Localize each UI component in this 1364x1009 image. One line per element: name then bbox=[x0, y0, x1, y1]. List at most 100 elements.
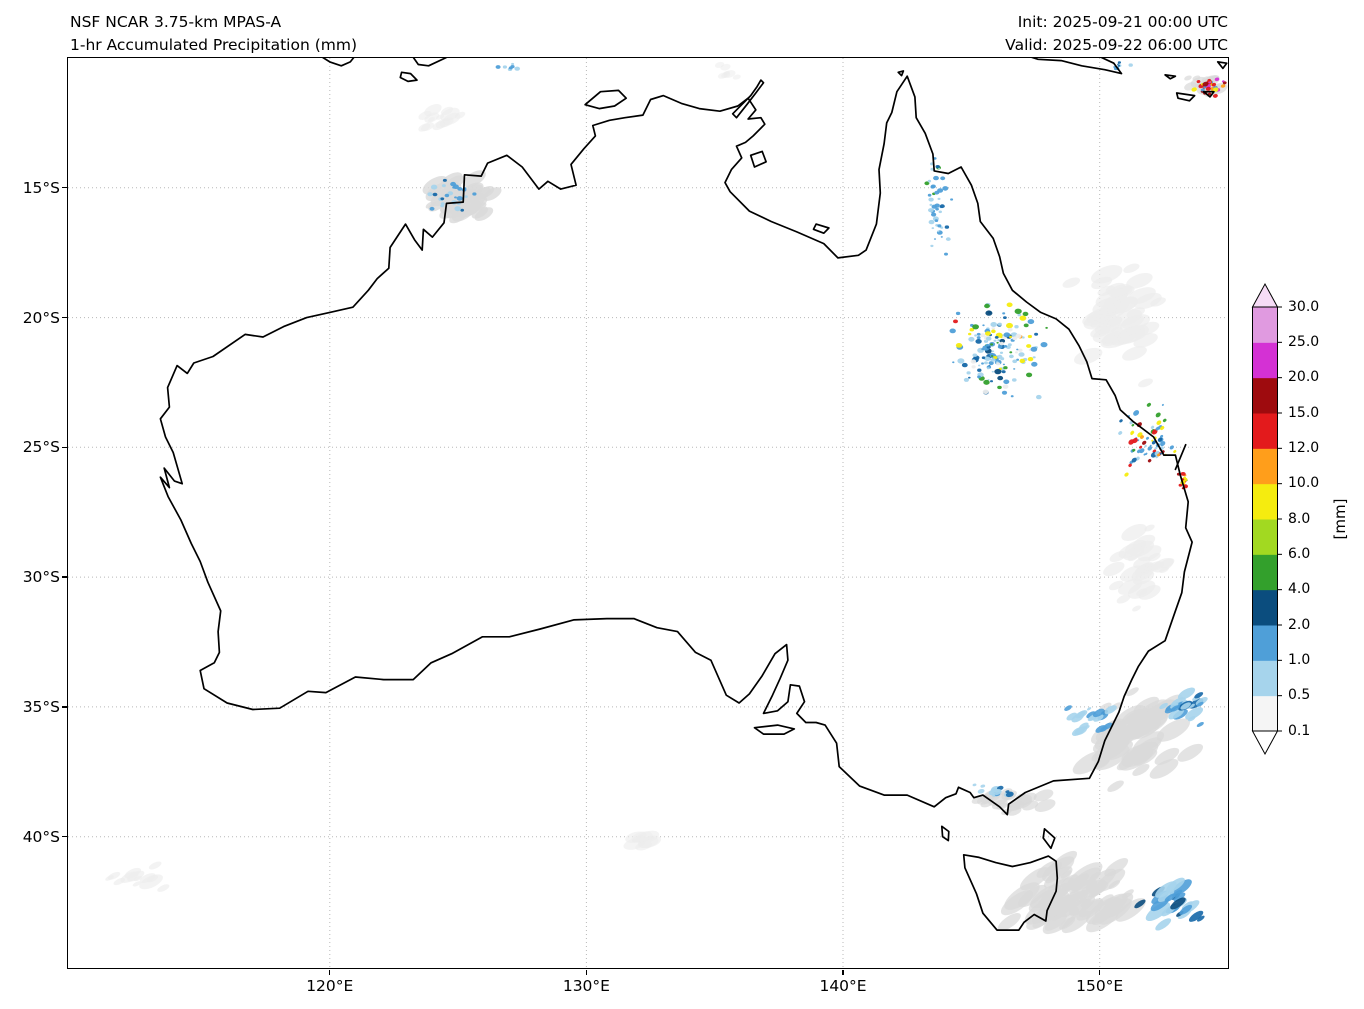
colorbar-segment bbox=[1252, 625, 1278, 661]
precip-cell bbox=[1133, 556, 1151, 569]
colorbar-tick-label: 1.0 bbox=[1288, 651, 1311, 668]
precip-cell bbox=[945, 237, 951, 241]
precip-cell bbox=[990, 322, 997, 327]
model-title: NSF NCAR 3.75-km MPAS-A bbox=[70, 13, 282, 31]
y-tick-mark bbox=[62, 576, 67, 578]
precip-cell bbox=[1105, 740, 1134, 761]
precip-cell bbox=[1118, 578, 1143, 595]
precip-cell bbox=[1095, 868, 1126, 892]
precip-cell bbox=[1126, 272, 1153, 289]
precip-cell bbox=[961, 362, 968, 368]
precip-cell bbox=[994, 336, 999, 339]
colorbar-segment bbox=[1252, 413, 1278, 449]
y-tick-mark bbox=[62, 316, 67, 319]
precip-cell bbox=[1173, 450, 1177, 453]
colorbar-segment bbox=[1252, 589, 1278, 626]
precip-cell bbox=[1109, 297, 1138, 314]
precip-cell bbox=[1122, 746, 1150, 765]
precip-cell bbox=[1027, 357, 1034, 362]
precip-cell bbox=[993, 339, 997, 342]
precip-cell bbox=[1149, 758, 1179, 779]
precip-cell bbox=[1032, 356, 1036, 359]
precip-cell bbox=[933, 175, 939, 181]
precip-cell bbox=[1123, 721, 1152, 742]
precip-cell bbox=[1157, 437, 1163, 442]
precip-cell bbox=[1093, 714, 1104, 722]
mornington-island bbox=[812, 223, 830, 235]
precip-cell bbox=[977, 788, 985, 794]
precip-cell bbox=[1009, 354, 1014, 359]
precip-cell bbox=[1196, 80, 1201, 84]
precip-cell bbox=[1107, 780, 1124, 792]
precip-cell bbox=[1161, 403, 1164, 406]
x-tick-mark bbox=[842, 969, 844, 975]
precip-cell bbox=[1157, 889, 1175, 903]
colorbar-tick-label: 6.0 bbox=[1288, 545, 1311, 562]
precip-cell bbox=[1083, 725, 1090, 730]
png-southeast-tail bbox=[1031, 58, 1123, 75]
precip-cell bbox=[928, 208, 934, 213]
precip-cell bbox=[1130, 430, 1135, 435]
precip-cell bbox=[1220, 84, 1226, 88]
precip-cell bbox=[985, 336, 992, 341]
tagula-island bbox=[1175, 92, 1196, 102]
precip-cell bbox=[1045, 326, 1048, 329]
precip-cell bbox=[508, 66, 513, 70]
precip-cluster-qld-coast bbox=[1118, 402, 1177, 477]
colorbar bbox=[1251, 282, 1282, 756]
precip-cell bbox=[1001, 370, 1006, 374]
precip-cell bbox=[974, 334, 977, 337]
field-title: 1-hr Accumulated Precipitation (mm) bbox=[70, 36, 357, 54]
precip-cell bbox=[944, 225, 950, 229]
precip-cell bbox=[1003, 332, 1011, 338]
precip-cell bbox=[940, 236, 943, 238]
precip-cell bbox=[927, 179, 932, 183]
precip-cell bbox=[1030, 346, 1038, 352]
precip-cell bbox=[157, 884, 170, 892]
precip-cell bbox=[1162, 418, 1167, 423]
precip-cell bbox=[1142, 440, 1147, 445]
precip-cell bbox=[1177, 687, 1196, 700]
colorbar-segment bbox=[1252, 377, 1278, 414]
x-tick-label: 150°E bbox=[1076, 977, 1124, 995]
colorbar-tick-label: 0.5 bbox=[1288, 687, 1311, 704]
precip-cell bbox=[1122, 346, 1147, 361]
precip-cluster-top-center-gray bbox=[714, 61, 741, 80]
colorbar-segment bbox=[1252, 695, 1278, 732]
precip-cell bbox=[982, 324, 985, 327]
y-tick-mark bbox=[62, 187, 67, 189]
colorbar-segment bbox=[1252, 342, 1278, 379]
precip-cell bbox=[465, 195, 485, 210]
precip-cell bbox=[1188, 910, 1204, 922]
precip-cell bbox=[432, 192, 438, 197]
precip-cell bbox=[996, 362, 1001, 366]
y-tick-label: 30°S bbox=[22, 568, 60, 587]
precip-cell bbox=[931, 212, 937, 217]
precip-cluster-timor-gray bbox=[418, 104, 466, 132]
precip-cell bbox=[1133, 410, 1140, 416]
precip-cell bbox=[985, 343, 990, 347]
precip-cell bbox=[984, 361, 988, 365]
colorbar-under-arrow bbox=[1251, 730, 1279, 756]
precip-cell bbox=[440, 202, 445, 206]
precip-cluster-east-coast-gray bbox=[1103, 523, 1175, 612]
precip-cell bbox=[462, 170, 486, 188]
precip-cell bbox=[937, 230, 940, 233]
precip-cell bbox=[990, 343, 994, 346]
x-tick-mark bbox=[329, 969, 331, 975]
precip-cell bbox=[1103, 561, 1125, 577]
precip-cell bbox=[457, 187, 463, 191]
precip-cell bbox=[1012, 359, 1018, 364]
precip-cell bbox=[1196, 915, 1205, 922]
precip-cell bbox=[1017, 313, 1022, 317]
precip-cell bbox=[1107, 317, 1123, 327]
precip-cell bbox=[929, 203, 933, 206]
precip-cell bbox=[1003, 366, 1008, 370]
precip-cell bbox=[720, 63, 731, 71]
title-block: NSF NCAR 3.75-km MPAS-A 1-hr Accumulated… bbox=[70, 11, 357, 57]
x-tick-mark bbox=[1099, 969, 1101, 975]
y-tick-mark bbox=[62, 706, 67, 708]
precip-cell bbox=[1013, 368, 1016, 370]
y-tick-mark bbox=[62, 446, 67, 448]
precip-cell bbox=[992, 788, 1002, 795]
